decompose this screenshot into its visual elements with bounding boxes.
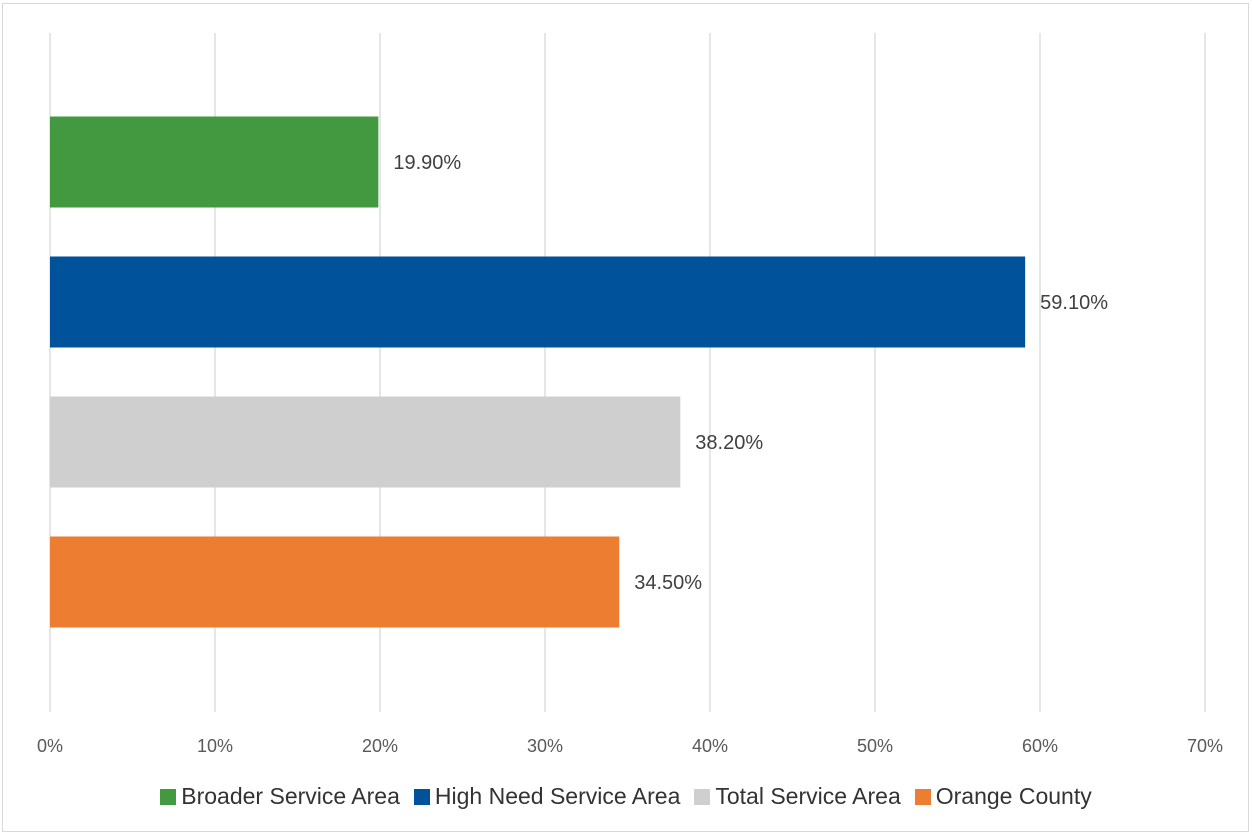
legend-item-orange-county: Orange County	[914, 783, 1092, 810]
legend-item-broader-service-area: Broader Service Area	[160, 783, 400, 810]
bar-total-service-area	[50, 396, 681, 488]
x-tick-label: 40%	[692, 736, 728, 756]
data-label: 19.90%	[393, 152, 461, 174]
bar-high-need-service-area	[50, 256, 1026, 348]
data-label: 38.20%	[695, 432, 763, 454]
data-labels: 19.90% 59.10% 38.20% 34.50%	[393, 152, 1108, 594]
x-tick-label: 20%	[362, 736, 398, 756]
legend: Broader Service Area High Need Service A…	[0, 783, 1252, 810]
bar-orange-county	[50, 536, 620, 628]
bar-broader-service-area	[50, 116, 379, 208]
x-tick-label: 70%	[1187, 736, 1223, 756]
legend-label: Orange County	[935, 783, 1092, 809]
x-tick-label: 60%	[1022, 736, 1058, 756]
legend-item-total-service-area: Total Service Area	[694, 783, 901, 810]
legend-swatch	[694, 788, 711, 805]
legend-swatch	[160, 788, 177, 805]
x-tick-label: 30%	[527, 736, 563, 756]
legend-label: Total Service Area	[715, 783, 901, 809]
x-tick-label: 10%	[197, 736, 233, 756]
bars	[50, 116, 1026, 628]
legend-swatch	[914, 788, 931, 805]
legend-swatch	[413, 788, 430, 805]
legend-item-high-need-service-area: High Need Service Area	[413, 783, 681, 810]
x-tick-label: 50%	[857, 736, 893, 756]
data-label: 59.10%	[1040, 292, 1108, 314]
data-label: 34.50%	[634, 572, 702, 594]
legend-label: Broader Service Area	[181, 783, 400, 809]
x-axis-ticks: 0% 10% 20% 30% 40% 50% 60% 70%	[37, 736, 1223, 756]
x-tick-label: 0%	[37, 736, 63, 756]
legend-label: High Need Service Area	[434, 783, 681, 809]
